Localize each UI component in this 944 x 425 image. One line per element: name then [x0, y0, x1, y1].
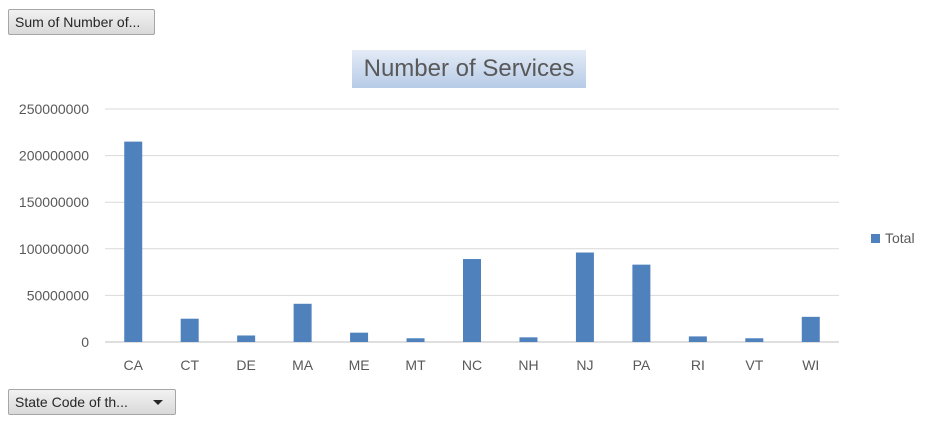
chart-title[interactable]: Number of Services — [352, 50, 586, 88]
x-tick-label: MT — [405, 357, 426, 373]
legend[interactable]: Total — [871, 230, 915, 248]
bar-me[interactable] — [350, 332, 369, 342]
bar-nj[interactable] — [575, 252, 594, 342]
bar-ct[interactable] — [180, 318, 199, 342]
legend-label-total: Total — [885, 230, 915, 246]
x-tick-label: ME — [349, 357, 370, 373]
x-tick-label: PA — [633, 357, 651, 373]
x-tick-label: NC — [462, 357, 482, 373]
y-axis-ticks: 0 50000000 100000000 150000000 200000000 2500… — [19, 101, 89, 350]
y-tick-label: 100000000 — [19, 241, 89, 257]
x-tick-label: NJ — [576, 357, 593, 373]
bar-de[interactable] — [237, 335, 256, 342]
y-tick-label: 50000000 — [27, 287, 90, 303]
x-tick-label: DE — [236, 357, 255, 373]
y-tick-label: 150000000 — [19, 194, 89, 210]
bar-pa[interactable] — [632, 264, 651, 342]
chevron-down-icon — [153, 400, 163, 405]
bar-nc[interactable] — [463, 259, 481, 342]
legend-swatch — [871, 234, 880, 243]
axis-field-dropdown[interactable]: State Code of th... — [8, 389, 176, 415]
x-tick-label: RI — [691, 357, 705, 373]
y-tick-label: 250000000 — [19, 101, 89, 117]
x-tick-label: CA — [124, 357, 144, 373]
y-tick-label: 200000000 — [19, 148, 89, 164]
x-tick-label: WI — [802, 357, 819, 373]
x-tick-label: MA — [292, 357, 314, 373]
x-tick-label: CT — [180, 357, 199, 373]
x-tick-label: NH — [518, 357, 538, 373]
bar-nh[interactable] — [519, 337, 538, 342]
x-axis-ticks: CA CT DE MA ME MT NC NH NJ PA RI VT WI — [124, 357, 820, 373]
values-field-button[interactable]: Sum of Number of... — [8, 9, 155, 35]
bar-vt[interactable] — [745, 338, 764, 342]
bar-wi[interactable] — [801, 316, 820, 342]
axis-field-label: State Code of th... — [15, 394, 128, 410]
bar-ri[interactable] — [688, 336, 707, 342]
bar-mt[interactable] — [406, 338, 425, 342]
bar-ma[interactable] — [293, 303, 312, 342]
x-tick-label: VT — [745, 357, 763, 373]
bars — [124, 141, 820, 342]
y-tick-label: 0 — [81, 334, 89, 350]
bar-ca[interactable] — [124, 141, 143, 342]
